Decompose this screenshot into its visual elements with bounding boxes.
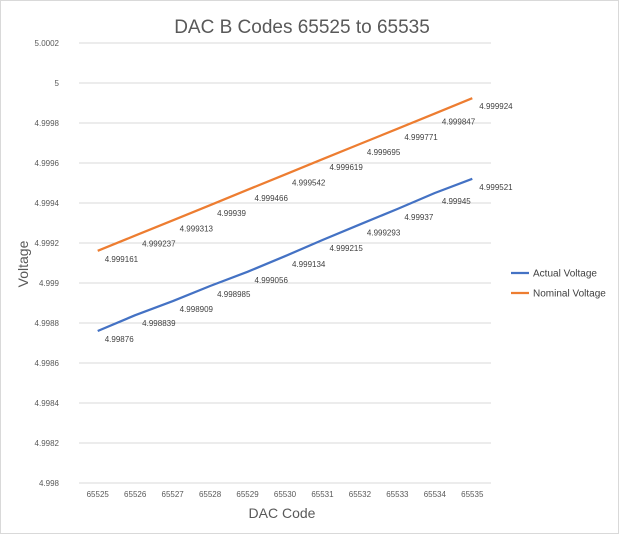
data-label: 4.99937 [404,213,433,222]
data-label: 4.999695 [367,148,401,157]
x-tick-label: 65526 [124,490,147,499]
y-tick-label: 4.9996 [35,159,60,168]
data-label: 4.999215 [329,244,363,253]
y-tick-label: 4.9984 [35,399,60,408]
data-label: 4.998909 [180,305,214,314]
x-tick-label: 65531 [311,490,334,499]
x-tick-label: 65534 [424,490,447,499]
series-line-nominal-voltage [98,98,473,251]
x-axis-title: DAC Code [249,505,316,521]
data-label: 4.999466 [255,194,289,203]
gridlines [79,43,491,483]
y-tick-label: 5.0002 [35,39,60,48]
x-tick-label: 65532 [349,490,372,499]
x-tick-label: 65528 [199,490,222,499]
data-label: 4.99876 [105,335,134,344]
data-label: 4.999847 [442,118,476,127]
data-label: 4.998985 [217,290,251,299]
y-tick-label: 4.9992 [35,239,60,248]
data-label: 4.999056 [255,276,289,285]
y-tick-label: 4.9998 [35,119,60,128]
data-label: 4.999313 [180,224,214,233]
x-tick-label: 65533 [386,490,409,499]
y-axis-ticks: 4.998 4.9982 4.9984 4.9986 4.9988 4.999 4.9992… [35,39,60,488]
legend-label: Nominal Voltage [533,289,606,300]
x-tick-label: 65525 [87,490,110,499]
legend: Actual Voltage Nominal Voltage [511,269,606,300]
data-label: 4.999542 [292,179,326,188]
y-tick-label: 4.998 [39,479,60,488]
chart-title: DAC B Codes 65525 to 65535 [174,17,430,38]
x-tick-label: 65530 [274,490,297,499]
data-label: 4.999237 [142,240,176,249]
y-tick-label: 4.999 [39,279,60,288]
data-label: 4.99939 [217,209,246,218]
x-tick-label: 65529 [236,490,259,499]
y-tick-label: 4.9988 [35,319,60,328]
data-label: 4.999924 [479,102,513,111]
x-tick-label: 65527 [162,490,185,499]
x-axis-ticks: 65525 65526 65527 65528 65529 65530 65531 65532… [87,490,484,499]
data-label: 4.999771 [404,133,438,142]
data-label: 4.99945 [442,197,471,206]
data-label: 4.999619 [329,163,363,172]
data-label: 4.999521 [479,183,513,192]
y-tick-label: 5 [55,79,60,88]
legend-label: Actual Voltage [533,269,597,280]
y-axis-title: Voltage [15,240,31,287]
x-tick-label: 65535 [461,490,484,499]
data-label: 4.999161 [105,255,139,264]
data-label: 4.999134 [292,260,326,269]
data-label: 4.999293 [367,228,401,237]
data-label: 4.998839 [142,319,176,328]
y-tick-label: 4.9986 [35,359,60,368]
y-tick-label: 4.9982 [35,439,60,448]
y-tick-label: 4.9994 [35,199,60,208]
